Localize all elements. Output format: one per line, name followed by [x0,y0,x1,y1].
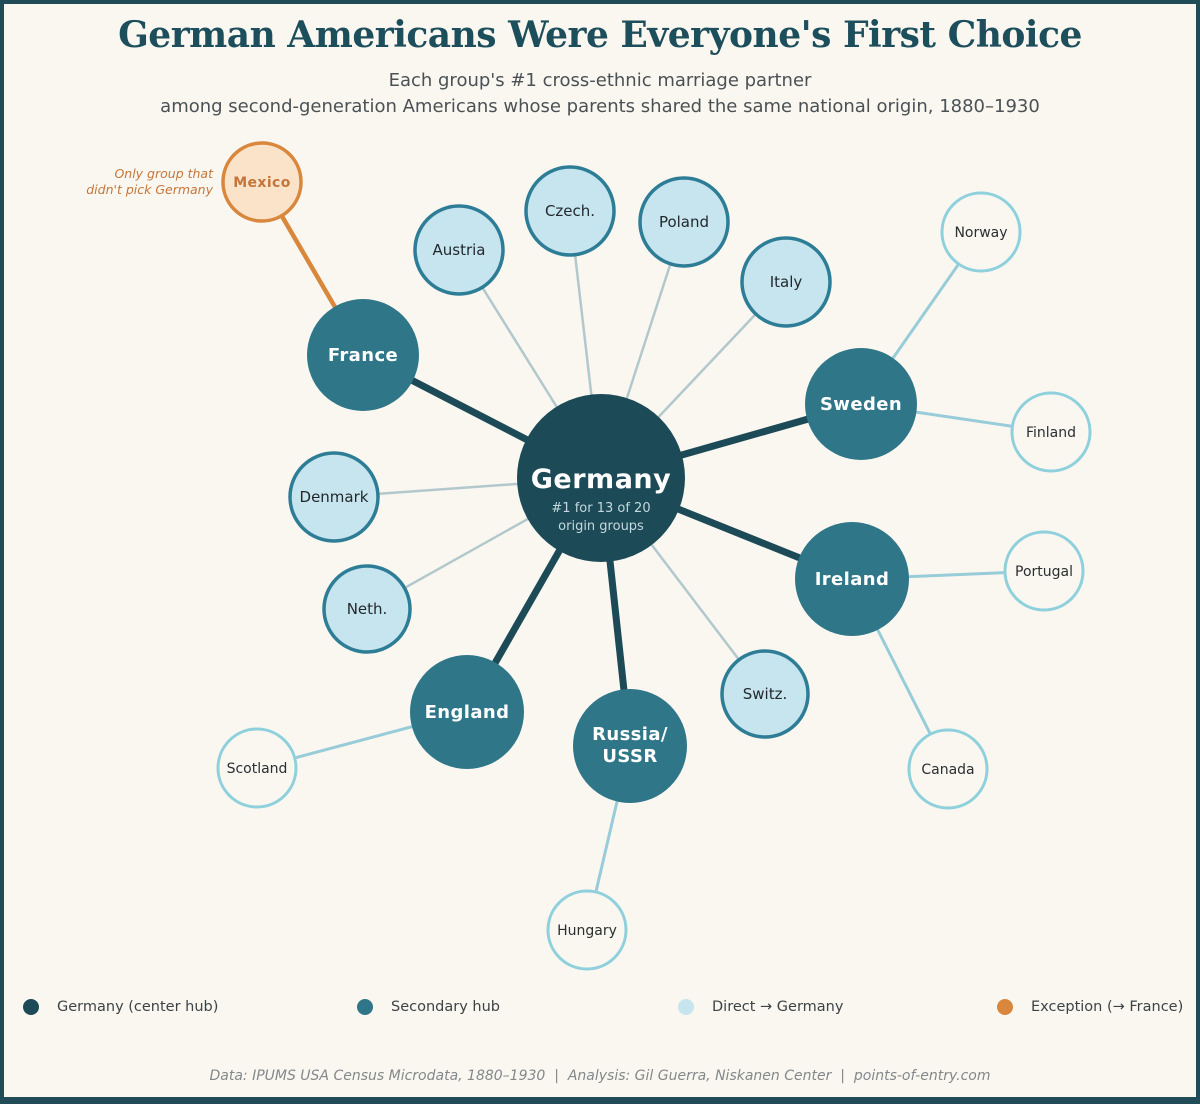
node-label-netherlands: Neth. [347,600,388,618]
legend-label-direct: Direct → Germany [712,999,844,1015]
node-label-scotland: Scotland [227,761,288,777]
node-netherlands: Neth. [322,564,412,654]
node-poland: Poland [638,176,730,268]
legend-label-secondary-hub: Secondary hub [391,999,500,1015]
legend-label-center-hub: Germany (center hub) [57,999,219,1015]
node-label-austria: Austria [433,241,486,259]
node-finland: Finland [1010,391,1092,473]
legend-item-center-hub: Germany (center hub) [23,999,218,1015]
node-label-russia-line-1: Russia/ [592,724,668,745]
node-italy: Italy [740,236,832,328]
node-label-ireland: Ireland [815,569,890,590]
node-austria: Austria [413,204,505,296]
legend-item-exception: Exception (→ France) [997,999,1183,1015]
node-label-finland: Finland [1026,425,1076,441]
node-label-canada: Canada [921,762,974,778]
node-denmark: Denmark [288,451,380,543]
node-label-poland: Poland [659,213,709,231]
annotation-line-1: Only group that [114,166,214,181]
node-czech: Czech. [524,165,616,257]
legend-item-direct: Direct → Germany [678,999,843,1015]
legend-item-secondary-hub: Secondary hub [357,999,500,1015]
annotation-line-2: didn't pick Germany [86,182,213,197]
node-germany: Germany #1 for 13 of 20 origin groups [517,394,685,562]
legend-label-exception: Exception (→ France) [1031,999,1184,1015]
node-sublabel-germany-line-2: origin groups [558,519,644,534]
exception-dot-icon [997,999,1013,1015]
subtitle-line-2: among second-generation Americans whose … [160,96,1040,117]
node-label-england: England [425,702,510,723]
secondary-hub-dot-icon [357,999,373,1015]
page-title: German Americans Were Everyone's First C… [118,14,1082,56]
node-england: England [410,655,524,769]
node-label-hungary: Hungary [557,923,617,939]
node-hungary: Hungary [546,889,628,971]
node-label-sweden: Sweden [820,394,902,415]
center-hub-dot-icon [23,999,39,1015]
node-mexico: Mexico [221,141,303,223]
subtitle-line-1: Each group's #1 cross-ethnic marriage pa… [388,70,812,91]
node-france: France [307,299,419,411]
node-sweden: Sweden [805,348,917,460]
node-canada: Canada [907,728,989,810]
annotation-mexico: Only group that didn't pick Germany [86,166,214,197]
node-label-russia-line-2: USSR [602,746,657,767]
subtitle: Each group's #1 cross-ethnic marriage pa… [4,68,1196,120]
node-portugal: Portugal [1003,530,1085,612]
node-label-italy: Italy [770,273,803,291]
node-norway: Norway [940,191,1022,273]
node-sublabel-germany-line-1: #1 for 13 of 20 [551,501,650,516]
footer-credits: Data: IPUMS USA Census Microdata, 1880–1… [209,1068,991,1084]
node-label-germany: Germany [531,464,671,495]
node-label-denmark: Denmark [300,488,369,506]
node-switzerland: Switz. [720,649,810,739]
node-scotland: Scotland [216,727,298,809]
node-label-mexico: Mexico [233,175,291,191]
node-russia-ussr: Russia/ USSR [573,689,687,803]
node-label-czech: Czech. [545,202,595,220]
node-label-portugal: Portugal [1015,564,1073,580]
node-ireland: Ireland [795,522,909,636]
direct-dot-icon [678,999,694,1015]
node-label-norway: Norway [954,225,1007,241]
node-label-switzerland: Switz. [743,685,787,703]
node-label-france: France [328,345,398,366]
